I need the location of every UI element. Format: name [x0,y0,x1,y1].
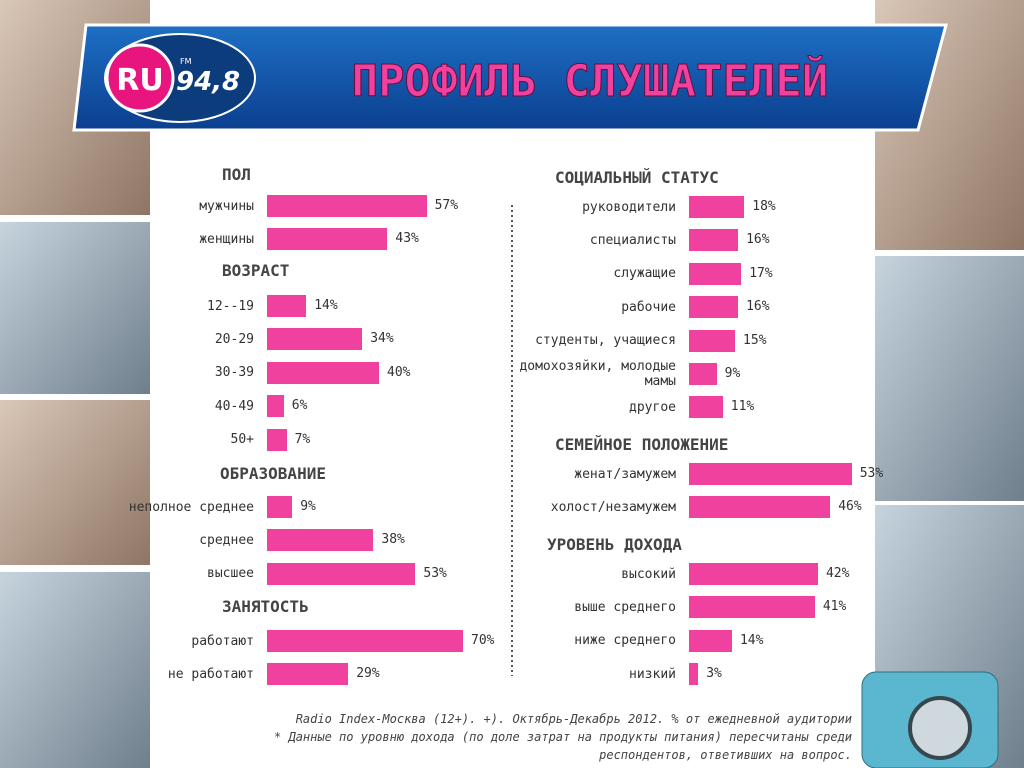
bar [267,361,379,384]
group-title: ОБРАЗОВАНИЕ [220,464,326,483]
value-label: 29% [356,666,380,682]
category-label: специалисты [589,232,676,248]
value-label: 57% [434,198,459,213]
bar [689,396,723,419]
photo [875,256,1024,501]
bar [689,496,831,519]
value-label: 14% [314,298,338,313]
bar [689,329,736,352]
group-title: СОЦИАЛЬНЫЙ СТАТУС [555,168,719,187]
category-label: другое [629,399,676,415]
bar [689,663,699,686]
category-label: 50+ [230,432,254,448]
footnote: Radio Index-Москва (12+). +). Октябрь-Де… [295,712,852,726]
photo [0,222,150,394]
value-label: 11% [730,399,755,415]
value-label: 9% [724,366,741,381]
bar [267,328,363,351]
photo [0,572,150,768]
bar [267,395,284,418]
bar [267,562,416,585]
value-label: 17% [749,265,773,281]
bar [689,563,818,585]
bar [689,363,717,385]
banner [72,23,948,132]
group-title: СЕМЕЙНОЕ ПОЛОЖЕНИЕ [555,435,729,454]
bar [689,463,852,485]
group-title: ВОЗРАСТ [222,261,290,280]
category-label: высшее [207,566,254,582]
category-label: руководители [582,199,676,215]
photo [0,400,150,565]
category-label: 30-39 [214,365,254,381]
footnote: респондентов, ответивших на вопрос. [599,748,852,762]
category-label: низкий [629,666,676,682]
value-label: 18% [752,199,776,214]
category-label: 12--19 [207,298,254,314]
value-label: 16% [746,232,770,248]
category-label: 40-49 [214,398,254,414]
category-label: женат/замужем [574,466,676,482]
value-label: 46% [838,499,862,515]
category-label: студенты, учащиеся [535,333,676,349]
value-label: 53% [423,565,447,581]
value-label: 53% [859,466,884,481]
value-label: 34% [370,331,394,347]
value-label: 7% [294,431,311,447]
bar [267,529,374,552]
value-label: 43% [395,231,419,247]
bar [267,663,349,686]
group-title: ЗАНЯТОСТЬ [222,597,309,616]
bar [689,229,739,252]
bar [689,296,739,319]
bar [689,262,742,285]
bar [267,228,388,251]
radio-speaker [908,696,972,760]
value-label: 15% [743,332,767,348]
category-label: ниже среднего [574,633,676,649]
category-label: женщины [199,231,254,247]
value-label: 42% [825,566,850,581]
category-label: не работают [167,666,254,682]
value-label: 6% [291,398,308,414]
value-label: 3% [706,666,722,682]
value-label: 38% [381,532,405,548]
logo-frequency: 94,8 [176,67,240,97]
category-label: мужчины [199,198,254,214]
footnote: * Данные по уровню дохода (по доле затра… [274,730,852,744]
logo-fm: FM [180,57,192,66]
value-label: 70% [471,633,495,648]
value-label: 40% [387,364,411,380]
bar [267,496,293,518]
category-label: выше среднего [574,599,676,615]
category-label: холост/незамужем [550,499,676,515]
category-label: домохозяйки, молодые мамы [519,359,676,389]
bar [267,195,427,217]
logo-text: RU [116,63,163,98]
group-title: УРОВЕНЬ ДОХОДА [547,535,682,554]
bar [689,629,732,652]
category-label: высокий [621,566,676,582]
bar [267,630,463,652]
page-title: ПРОФИЛЬ СЛУШАТЕЛЕЙ [352,54,829,107]
value-label: 14% [739,632,764,648]
bar [689,196,745,218]
logo-circle [105,43,175,113]
category-label: служащие [613,266,676,282]
category-label: среднее [199,532,254,548]
group-title: ПОЛ [222,165,251,184]
value-label: 16% [746,299,770,315]
bar [689,596,815,619]
category-label: 20-29 [214,331,254,347]
bar [267,428,287,451]
bar [267,295,307,317]
category-label: работают [191,633,254,649]
category-label: неполное среднее [128,499,254,515]
value-label: 9% [300,499,316,514]
category-label: рабочие [621,299,676,315]
value-label: 41% [822,599,847,615]
